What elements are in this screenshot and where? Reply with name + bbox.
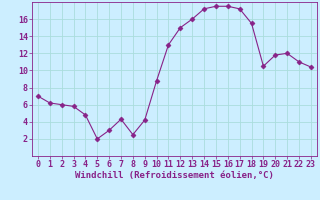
X-axis label: Windchill (Refroidissement éolien,°C): Windchill (Refroidissement éolien,°C) [75, 171, 274, 180]
